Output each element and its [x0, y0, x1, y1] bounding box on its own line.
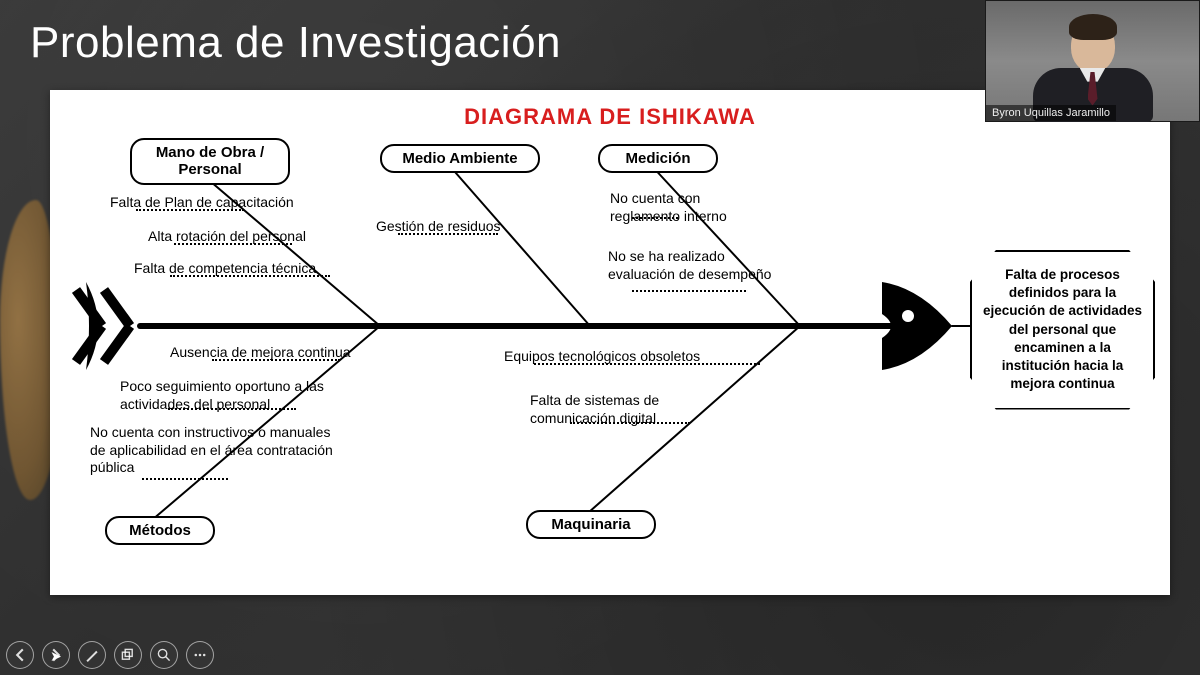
pen-button[interactable]	[78, 641, 106, 669]
category-medici-n: Medición	[598, 144, 718, 173]
speaker-name-label: Byron Uquillas Jaramillo	[986, 105, 1116, 121]
zoom-button[interactable]	[150, 641, 178, 669]
leader-line	[534, 363, 760, 365]
leader-line	[632, 217, 678, 219]
leader-line	[174, 243, 292, 245]
leader-line	[142, 478, 228, 480]
category-maquinaria: Maquinaria	[526, 510, 656, 539]
presenter-toolbar	[6, 641, 214, 669]
slide-title: Problema de Investigación	[30, 18, 561, 68]
cause-top-2-1: No se ha realizado evaluación de desempe…	[608, 248, 778, 283]
category-m-todos: Métodos	[105, 516, 215, 545]
presentation-stage: Problema de Investigación DIAGRAMA DE IS…	[0, 0, 1200, 675]
category-medio-ambiente: Medio Ambiente	[380, 144, 540, 173]
windows-button[interactable]	[114, 641, 142, 669]
more-button[interactable]	[186, 641, 214, 669]
leader-line	[168, 408, 296, 410]
effect-box: Falta de procesos definidos para la ejec…	[970, 250, 1155, 410]
leader-line	[398, 233, 498, 235]
leader-line	[632, 290, 746, 292]
speaker-video[interactable]: Byron Uquillas Jaramillo	[985, 0, 1200, 122]
next-button[interactable]	[42, 641, 70, 669]
diagram-card: DIAGRAMA DE ISHIKAWA Mano de Obra / Pers…	[50, 90, 1170, 595]
category-mano-de-obra-personal: Mano de Obra / Personal	[130, 138, 290, 185]
leader-line	[212, 359, 340, 361]
cause-top-2-0: No cuenta con reglamento interno	[610, 190, 760, 225]
leader-line	[136, 209, 244, 211]
leader-line	[170, 275, 330, 277]
leader-line	[570, 422, 690, 424]
prev-button[interactable]	[6, 641, 34, 669]
cause-bottom-0-2: No cuenta con instructivos o manuales de…	[90, 424, 340, 477]
